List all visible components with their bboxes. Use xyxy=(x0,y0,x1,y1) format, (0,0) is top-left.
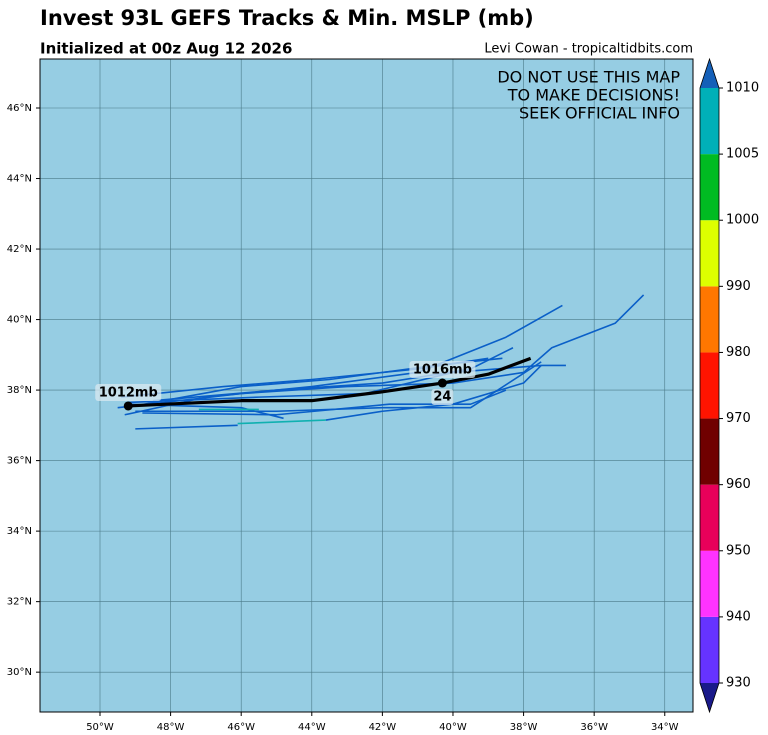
y-tick-label: 32°N xyxy=(7,597,32,608)
ensemble-track xyxy=(135,361,542,413)
x-tick-label: 50°W xyxy=(86,722,114,733)
colorbar-extend-high xyxy=(700,59,719,88)
x-tick-label: 42°W xyxy=(369,722,397,733)
ensemble-track xyxy=(135,424,238,430)
colorbar-segment xyxy=(700,352,719,419)
y-tick-label: 44°N xyxy=(7,174,32,185)
colorbar-segment xyxy=(700,616,719,683)
colorbar-extend-low xyxy=(700,683,719,712)
colorbar-segment xyxy=(700,484,719,551)
colorbar-label: 970 xyxy=(726,411,751,426)
warning-text: TO MAKE DECISIONS! xyxy=(507,86,680,105)
colorbar-label: 950 xyxy=(726,543,751,558)
ensemble-track xyxy=(237,419,326,425)
colorbar-label: 1000 xyxy=(726,213,759,228)
label-box xyxy=(95,383,162,401)
colorbar-segment xyxy=(700,154,719,221)
colorbar-label: 1005 xyxy=(726,147,759,162)
ensemble-track xyxy=(117,294,645,409)
x-tick-label: 34°W xyxy=(651,722,679,733)
colorbar-label: 980 xyxy=(726,345,751,360)
y-tick-label: 46°N xyxy=(7,103,32,114)
y-tick-label: 34°N xyxy=(7,526,32,537)
chart-subtitle: Initialized at 00z Aug 12 2026 xyxy=(40,40,292,58)
colorbar-segment xyxy=(700,220,719,287)
label-box xyxy=(409,361,476,379)
track-marker xyxy=(437,378,447,388)
x-tick-label: 40°W xyxy=(439,722,467,733)
hour-label: 24 xyxy=(433,390,451,405)
warning-text: SEEK OFFICIAL INFO xyxy=(519,104,680,123)
x-tick-label: 44°W xyxy=(298,722,326,733)
y-tick-label: 38°N xyxy=(7,385,32,396)
map-frame xyxy=(39,58,694,713)
x-tick-label: 36°W xyxy=(580,722,608,733)
colorbar-label: 990 xyxy=(726,279,751,294)
pressure-label: 1016mb xyxy=(413,363,472,378)
mean-track xyxy=(128,356,532,408)
x-tick-label: 48°W xyxy=(157,722,185,733)
chart-title: Invest 93L GEFS Tracks & Min. MSLP (mb) xyxy=(40,6,534,30)
colorbar-label: 960 xyxy=(726,477,751,492)
track-marker xyxy=(123,401,133,411)
ensemble-track xyxy=(128,364,566,404)
colorbar-segment xyxy=(700,286,719,353)
credit: Levi Cowan - tropicaltidbits.com xyxy=(484,42,693,57)
colorbar-segment xyxy=(700,550,719,617)
x-tick-label: 38°W xyxy=(510,722,538,733)
colorbar-label: 930 xyxy=(726,676,751,691)
label-box xyxy=(431,389,454,406)
ensemble-track xyxy=(152,347,514,402)
y-tick-label: 30°N xyxy=(7,667,32,678)
colorbar-label: 1010 xyxy=(726,81,759,96)
warning-text: DO NOT USE THIS MAP xyxy=(497,68,680,87)
y-tick-label: 42°N xyxy=(7,244,32,255)
x-tick-label: 46°W xyxy=(227,722,255,733)
pressure-label: 1012mb xyxy=(99,385,158,400)
colorbar-segment xyxy=(700,88,719,155)
ensemble-track xyxy=(142,389,507,416)
colorbar-label: 940 xyxy=(726,609,751,624)
y-tick-label: 36°N xyxy=(7,456,32,467)
colorbar-segment xyxy=(700,418,719,485)
y-tick-label: 40°N xyxy=(7,315,32,326)
